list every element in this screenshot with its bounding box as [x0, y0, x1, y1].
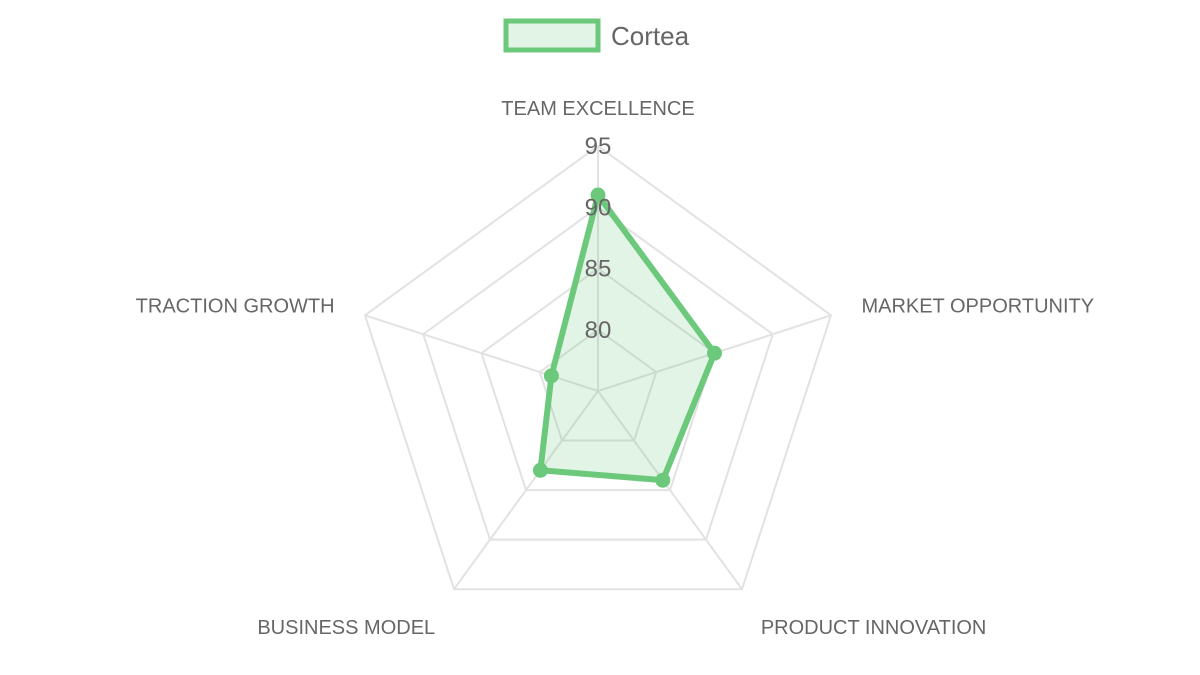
radial-tick-labels: 80 85 90 95 — [585, 133, 612, 344]
legend[interactable]: Cortea — [503, 18, 690, 53]
axis-label: TEAM EXCELLENCE — [501, 98, 694, 120]
axis-label: PRODUCT INNOVATION — [761, 617, 987, 639]
axis-labels: TEAM EXCELLENCE MARKET OPPORTUNITY PRODUCT… — [136, 98, 1094, 639]
tick-label: 85 — [585, 256, 612, 283]
axis-label: TRACTION GROWTH — [136, 295, 335, 317]
data-point-0[interactable] — [590, 187, 606, 203]
axis-spoke — [364, 314, 599, 392]
legend-swatch — [503, 18, 601, 53]
tick-label: 80 — [585, 317, 612, 344]
grid-ring-80 — [538, 328, 658, 442]
series-cortea — [532, 187, 723, 488]
tick-label: 95 — [585, 133, 612, 160]
data-point-2[interactable] — [655, 472, 671, 488]
data-point-1[interactable] — [707, 345, 723, 361]
data-point-4[interactable] — [543, 368, 559, 384]
grid-ring-90 — [422, 206, 774, 541]
grid-ring-95 — [363, 144, 833, 591]
legend-label: Cortea — [611, 21, 690, 51]
axis-label: BUSINESS MODEL — [257, 617, 435, 639]
axis-spoke — [597, 390, 743, 590]
grid-ring-85 — [480, 267, 716, 492]
series-area — [537, 192, 718, 484]
tick-label: 90 — [585, 194, 612, 221]
data-point-3[interactable] — [532, 462, 548, 478]
axis-label: MARKET OPPORTUNITY — [861, 295, 1094, 317]
axis-spoke — [453, 390, 599, 590]
